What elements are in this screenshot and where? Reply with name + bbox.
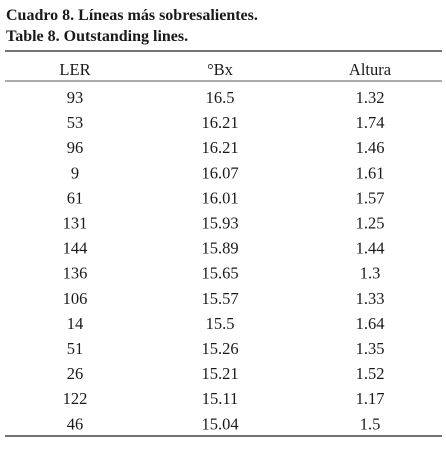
- table-cell: 1.44: [356, 239, 385, 258]
- table-cell: 16.01: [201, 188, 238, 207]
- table-cell: 1.3: [360, 264, 381, 283]
- table-cell: 26: [67, 364, 84, 383]
- title-en: Table 8. Outstanding lines.: [6, 28, 188, 45]
- table-cell: 16.5: [206, 88, 235, 107]
- table-cell: 61: [67, 188, 84, 207]
- column-header: Altura: [349, 60, 392, 79]
- table-cell: 1.32: [356, 88, 385, 107]
- table-cell: 16.07: [201, 163, 238, 182]
- title-es: Cuadro 8. Líneas más sobresalientes.: [6, 7, 258, 24]
- table-cell: 1.46: [356, 138, 385, 157]
- table-cell: 1.74: [356, 113, 385, 132]
- table-cell: 15.04: [201, 414, 238, 433]
- table-cell: 96: [67, 138, 84, 157]
- table-cell: 1.52: [356, 364, 385, 383]
- table-cell: 15.65: [201, 264, 238, 283]
- table-cell: 131: [63, 214, 88, 233]
- table-cell: 51: [67, 339, 84, 358]
- table-cell: 15.11: [202, 389, 239, 408]
- table-cell: 106: [63, 289, 88, 308]
- table-cell: 1.33: [356, 289, 385, 308]
- table-cell: 14: [67, 314, 84, 333]
- table-cell: 16.21: [201, 138, 238, 157]
- table-cell: 144: [63, 239, 88, 258]
- table-cell: 15.93: [201, 214, 238, 233]
- table-cell: 9: [71, 163, 79, 182]
- table-cell: 1.64: [356, 314, 385, 333]
- table-cell: 1.17: [356, 389, 385, 408]
- table-cell: 1.25: [356, 214, 385, 233]
- table-cell: 1.5: [360, 414, 381, 433]
- table-cell: 15.89: [201, 239, 238, 258]
- table-cell: 53: [67, 113, 84, 132]
- table-cell: 1.61: [356, 163, 385, 182]
- table-cell: 16.21: [201, 113, 238, 132]
- table-cell: 15.5: [206, 314, 235, 333]
- table-cell: 136: [63, 264, 88, 283]
- table-cell: 1.35: [356, 339, 385, 358]
- table-cell: 93: [67, 88, 84, 107]
- table-cell: 15.21: [201, 364, 238, 383]
- table-cell: 122: [63, 389, 88, 408]
- table-cell: 1.57: [356, 188, 385, 207]
- table-cell: 15.57: [201, 289, 238, 308]
- column-header: LER: [59, 60, 90, 79]
- table-cell: 15.26: [201, 339, 238, 358]
- table-cell: 46: [67, 414, 84, 433]
- column-header: °Bx: [207, 60, 234, 79]
